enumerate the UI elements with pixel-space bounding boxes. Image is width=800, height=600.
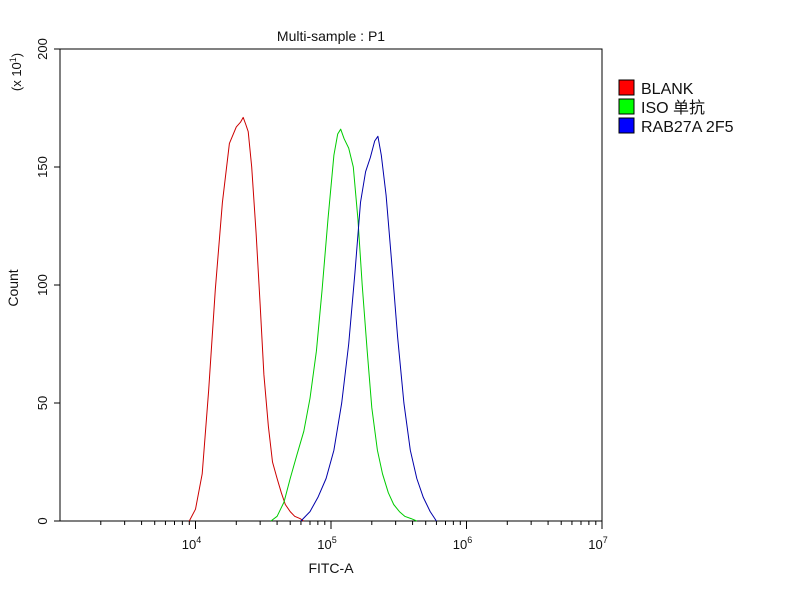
y-tick-label: 0 xyxy=(35,517,50,524)
series-line-0 xyxy=(188,116,305,522)
x-tick-label: 106 xyxy=(453,535,472,552)
series-line-1 xyxy=(270,128,417,522)
legend-label: RAB27A 2F5 xyxy=(641,119,734,136)
legend-swatch xyxy=(618,117,635,134)
legend-label: ISO 单抗 xyxy=(641,99,705,117)
x-axis-label: FITC-A xyxy=(308,560,354,576)
y-tick-label: 150 xyxy=(35,156,50,178)
chart-title: Multi-sample : P1 xyxy=(277,28,385,44)
x-tick-label: 105 xyxy=(317,535,336,552)
legend-swatch xyxy=(618,98,635,115)
legend-swatch xyxy=(618,79,635,96)
x-tick-label: 107 xyxy=(588,535,607,552)
y-tick-label: 50 xyxy=(35,396,50,410)
series-line-2 xyxy=(300,135,437,522)
y-tick-label: 200 xyxy=(35,38,50,60)
legend-label: BLANK xyxy=(641,81,694,98)
y-axis-label: Count xyxy=(5,269,21,306)
plot-area: 0 50 100 150 200 104 105 106 107 xyxy=(35,38,608,552)
x-tick-label: 104 xyxy=(182,535,201,552)
y-multiplier-label: (x 101) xyxy=(8,53,24,91)
plot-frame xyxy=(59,48,603,522)
y-tick-label: 100 xyxy=(35,274,50,296)
